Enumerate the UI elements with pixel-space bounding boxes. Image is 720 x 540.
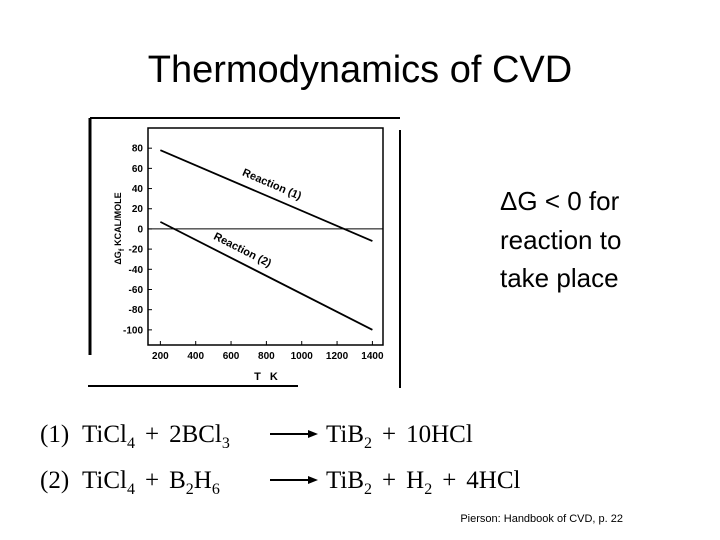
- x-tick-label: 400: [187, 351, 204, 362]
- series-line: [159, 221, 373, 331]
- formula-text: 2BCl: [169, 421, 222, 448]
- arrow-head: [308, 430, 318, 438]
- formula-text: H: [194, 467, 212, 494]
- y-tick-label: 60: [132, 164, 144, 175]
- note-line: reaction to: [500, 225, 621, 255]
- y-label-unit: KCAL/MOLE: [113, 192, 123, 246]
- y-tick-label: 40: [132, 184, 144, 195]
- y-tick-label: 20: [132, 204, 144, 215]
- equation-side: TiB2 +10HCl: [326, 421, 473, 452]
- plus-sign: +: [382, 467, 396, 494]
- formula-text: 4HCl: [466, 467, 520, 494]
- formula-text: B: [169, 467, 186, 494]
- y-tick-label: -60: [129, 285, 144, 296]
- x-tick-label: 600: [223, 351, 240, 362]
- equation-number: (2): [40, 467, 69, 494]
- equation-number: (1): [40, 421, 69, 448]
- plus-sign: +: [382, 421, 396, 448]
- y-label-subscript: f: [119, 248, 126, 251]
- formula-text: TiCl: [82, 421, 127, 448]
- formula-text: TiCl: [82, 467, 127, 494]
- formula-subscript: 2: [364, 481, 372, 498]
- formula-text: TiB: [326, 421, 364, 448]
- plus-sign: +: [145, 421, 159, 448]
- plot-frame: [147, 127, 384, 346]
- formula-text: 10HCl: [406, 421, 473, 448]
- x-tick-label: 1400: [361, 351, 384, 362]
- equation-side: TiCl4 +2BCl3: [82, 421, 230, 452]
- y-tick-label: -80: [129, 305, 144, 316]
- formula-subscript: 6: [212, 481, 220, 498]
- plus-sign: +: [145, 467, 159, 494]
- formula-subscript: 2: [364, 435, 372, 452]
- x-tick-label: 800: [258, 351, 275, 362]
- formula-subscript: 4: [127, 481, 135, 498]
- y-axis-label: ΔGf KCAL/MOLE: [113, 192, 126, 264]
- y-tick-label: 0: [137, 224, 143, 235]
- formula-subscript: 2: [424, 481, 432, 498]
- x-tick-label: 1200: [326, 351, 349, 362]
- equation-side: TiCl4 + B2H6: [82, 467, 220, 498]
- x-axis-label: T K: [254, 371, 278, 383]
- note-line: take place: [500, 263, 619, 293]
- plus-sign: +: [442, 467, 456, 494]
- y-tick-label: -20: [129, 245, 144, 256]
- arrow-head: [308, 476, 318, 484]
- x-tick-label: 200: [152, 351, 169, 362]
- note-line: ΔG < 0 for: [500, 186, 620, 216]
- y-tick-label: -100: [123, 325, 143, 336]
- formula-subscript: 4: [127, 435, 135, 452]
- formula-text: H: [406, 467, 424, 494]
- y-label-symbol: ΔG: [113, 251, 123, 264]
- y-tick-label: -40: [129, 265, 144, 276]
- equation-side: TiB2 + H2 +4HCl: [326, 467, 521, 498]
- series-line: [160, 149, 373, 242]
- formula-text: TiB: [326, 467, 364, 494]
- x-tick-label: 1000: [291, 351, 314, 362]
- formula-subscript: 2: [186, 481, 194, 498]
- citation: Pierson: Handbook of CVD, p. 22: [460, 513, 623, 525]
- formula-subscript: 3: [222, 435, 230, 452]
- slide-title: Thermodynamics of CVD: [148, 49, 572, 91]
- y-tick-label: 80: [132, 144, 144, 155]
